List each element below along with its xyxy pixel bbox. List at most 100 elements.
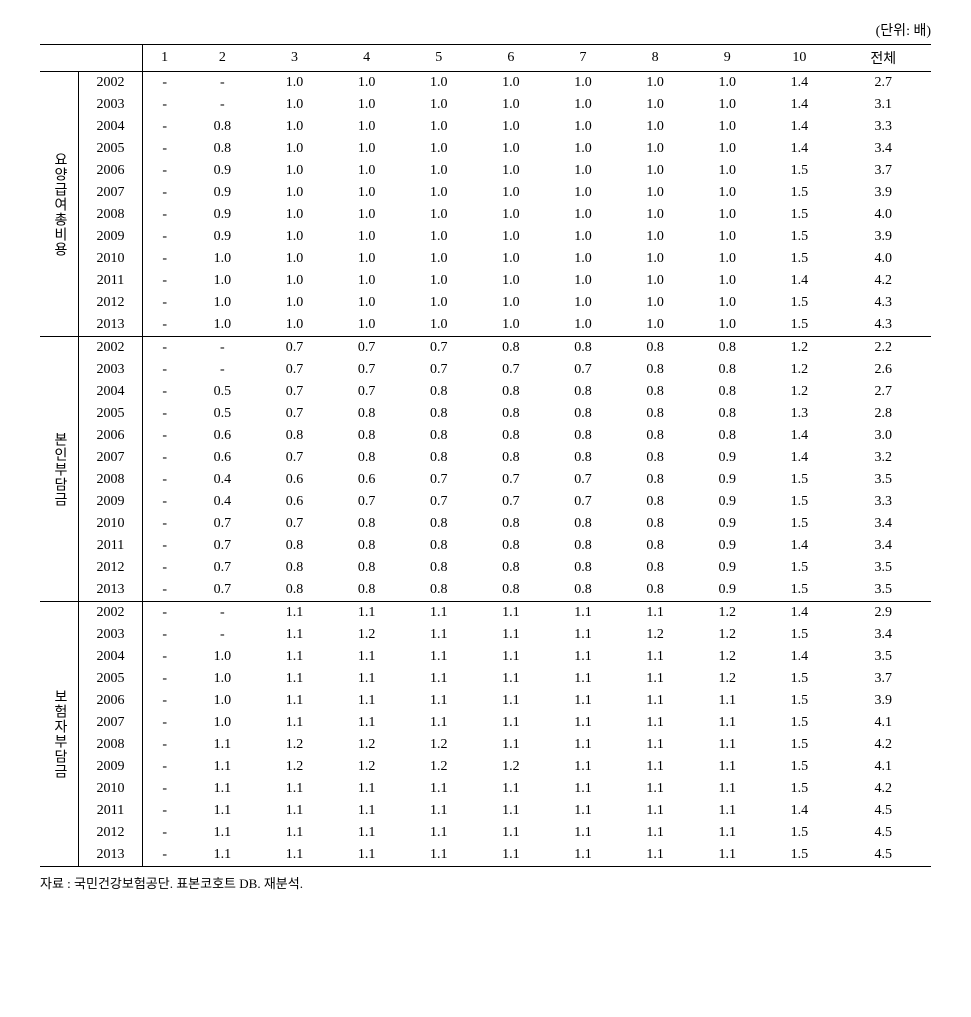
data-cell: 0.8: [331, 425, 403, 447]
data-cell: -: [143, 469, 187, 491]
data-cell: 3.5: [835, 469, 931, 491]
data-cell: 0.8: [691, 403, 763, 425]
data-cell: 1.1: [258, 844, 330, 867]
data-cell: 0.8: [403, 447, 475, 469]
data-cell: 1.1: [186, 734, 258, 756]
data-cell: 0.9: [186, 182, 258, 204]
data-cell: -: [186, 359, 258, 381]
data-cell: 1.0: [331, 204, 403, 226]
year-cell: 2008: [79, 469, 143, 491]
data-cell: -: [143, 712, 187, 734]
data-cell: -: [143, 822, 187, 844]
data-cell: 1.0: [475, 270, 547, 292]
data-cell: -: [186, 602, 258, 625]
data-cell: 0.8: [258, 579, 330, 602]
data-cell: 1.0: [619, 94, 691, 116]
data-cell: -: [143, 800, 187, 822]
data-cell: 0.6: [186, 425, 258, 447]
data-cell: 1.0: [186, 292, 258, 314]
data-cell: 1.1: [619, 646, 691, 668]
data-cell: 1.1: [619, 756, 691, 778]
data-cell: 1.0: [619, 160, 691, 182]
data-cell: 1.2: [691, 646, 763, 668]
data-cell: 3.9: [835, 226, 931, 248]
data-cell: -: [143, 182, 187, 204]
data-cell: 1.4: [763, 138, 835, 160]
data-cell: 1.1: [475, 778, 547, 800]
data-cell: 1.1: [258, 822, 330, 844]
data-cell: 1.4: [763, 425, 835, 447]
data-cell: 1.0: [691, 160, 763, 182]
data-cell: 1.0: [691, 116, 763, 138]
data-cell: -: [143, 447, 187, 469]
data-cell: 1.1: [403, 668, 475, 690]
data-cell: 0.8: [403, 425, 475, 447]
data-cell: -: [186, 94, 258, 116]
year-cell: 2004: [79, 116, 143, 138]
data-cell: 0.8: [258, 425, 330, 447]
data-cell: 0.8: [619, 425, 691, 447]
data-cell: 1.1: [619, 602, 691, 625]
data-cell: 0.6: [258, 491, 330, 513]
data-cell: 0.7: [475, 491, 547, 513]
data-cell: 1.0: [547, 116, 619, 138]
data-cell: 1.0: [691, 226, 763, 248]
data-cell: 1.0: [331, 182, 403, 204]
data-cell: 0.8: [547, 403, 619, 425]
col-header: 전체: [835, 45, 931, 72]
data-cell: -: [143, 513, 187, 535]
table-row: 2004-0.81.01.01.01.01.01.01.01.43.3: [40, 116, 931, 138]
year-cell: 2011: [79, 270, 143, 292]
table-row: 2005-1.01.11.11.11.11.11.11.21.53.7: [40, 668, 931, 690]
col-header: 1: [143, 45, 187, 72]
data-cell: 1.0: [331, 226, 403, 248]
table-row: 2008-0.91.01.01.01.01.01.01.01.54.0: [40, 204, 931, 226]
data-cell: -: [143, 270, 187, 292]
data-cell: 0.8: [619, 469, 691, 491]
data-cell: 1.0: [475, 138, 547, 160]
data-cell: 1.0: [331, 160, 403, 182]
data-cell: 1.1: [547, 778, 619, 800]
data-cell: 0.7: [475, 469, 547, 491]
data-cell: 0.9: [691, 579, 763, 602]
data-cell: 0.9: [186, 204, 258, 226]
data-cell: 1.0: [331, 292, 403, 314]
table-row: 2013-1.11.11.11.11.11.11.11.11.54.5: [40, 844, 931, 867]
data-cell: 3.9: [835, 182, 931, 204]
data-cell: 0.7: [547, 469, 619, 491]
year-cell: 2009: [79, 756, 143, 778]
year-cell: 2005: [79, 668, 143, 690]
data-cell: 1.1: [691, 778, 763, 800]
data-cell: -: [143, 381, 187, 403]
data-cell: 1.5: [763, 292, 835, 314]
col-header: 2: [186, 45, 258, 72]
group-label: 보험자부담금: [40, 602, 79, 867]
data-cell: 0.7: [258, 359, 330, 381]
data-cell: -: [143, 337, 187, 360]
data-cell: 1.0: [403, 204, 475, 226]
year-cell: 2004: [79, 646, 143, 668]
data-cell: 0.8: [619, 491, 691, 513]
data-cell: 1.4: [763, 535, 835, 557]
data-cell: 1.1: [258, 602, 330, 625]
data-cell: 1.0: [403, 116, 475, 138]
data-cell: 1.1: [547, 844, 619, 867]
data-cell: 0.8: [475, 447, 547, 469]
data-cell: 0.7: [403, 359, 475, 381]
data-cell: 0.8: [619, 447, 691, 469]
data-cell: 0.9: [691, 447, 763, 469]
data-cell: 1.5: [763, 690, 835, 712]
data-cell: 1.2: [691, 668, 763, 690]
data-cell: 1.1: [691, 690, 763, 712]
year-cell: 2007: [79, 447, 143, 469]
year-cell: 2006: [79, 690, 143, 712]
data-cell: 0.9: [691, 557, 763, 579]
data-cell: 1.0: [619, 138, 691, 160]
data-cell: 1.1: [403, 646, 475, 668]
data-cell: -: [143, 535, 187, 557]
data-cell: 4.0: [835, 248, 931, 270]
data-cell: 1.0: [258, 182, 330, 204]
data-cell: 3.3: [835, 116, 931, 138]
data-cell: 1.1: [547, 646, 619, 668]
data-cell: 1.0: [547, 182, 619, 204]
